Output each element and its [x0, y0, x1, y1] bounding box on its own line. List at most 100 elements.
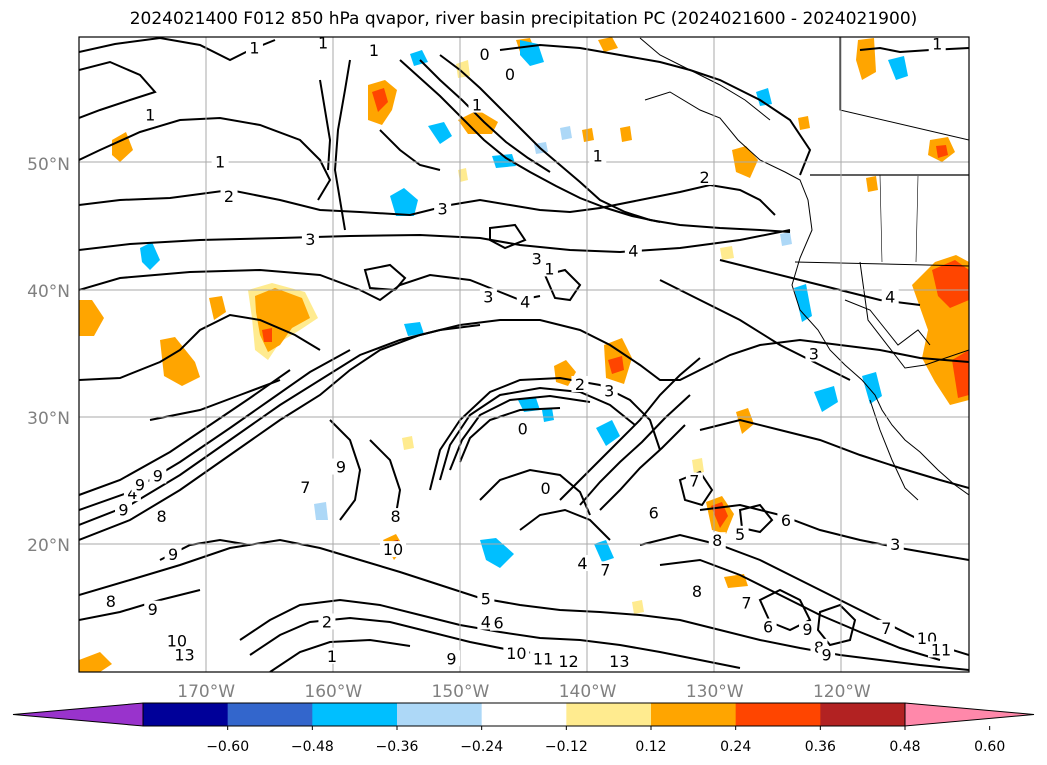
contour-label: 1 — [249, 38, 259, 57]
contour-label: 3 — [305, 230, 315, 249]
colorbar-swatch — [481, 703, 567, 726]
contour-label: 0 — [541, 479, 551, 498]
contour-label: 1 — [327, 647, 337, 666]
colorbar-extend-low — [12, 702, 144, 727]
contour-label-bg — [501, 66, 519, 83]
contour-label-bg — [881, 288, 899, 305]
contour-label-bg — [301, 231, 319, 248]
contour-label-bg — [387, 508, 405, 525]
contour-label-bg — [555, 652, 582, 669]
contour-label-bg — [645, 504, 663, 521]
contour-label: 1 — [215, 153, 225, 172]
lat-tick-label: 20°N — [27, 536, 70, 556]
contour-label: 7 — [600, 560, 610, 579]
colorbar-swatch — [397, 703, 483, 726]
contour-label-bg — [102, 593, 120, 610]
contour-label: 13 — [609, 652, 629, 671]
lon-tick-label: 160°W — [304, 682, 362, 702]
contour-label-bg — [318, 613, 336, 630]
contour-label: 9 — [822, 645, 832, 664]
contour-label-bg — [163, 632, 190, 649]
contour-label: 2 — [699, 168, 709, 187]
contour-label-bg — [477, 590, 495, 607]
lat-tick-label: 30°N — [27, 409, 70, 429]
contour-label: 10 — [383, 540, 403, 559]
contour-label-bg — [530, 650, 557, 667]
colorbar-tick-label: −0.12 — [545, 739, 588, 755]
contour-label-bg — [688, 582, 706, 599]
colorbar-swatch — [820, 703, 906, 726]
colorbar-swatch — [735, 703, 821, 726]
contour-label: 6 — [649, 503, 659, 522]
contour-label-bg — [149, 467, 167, 484]
contour-label: 7 — [300, 478, 310, 497]
contour-label-bg — [490, 614, 508, 631]
contour-label-bg — [323, 647, 341, 664]
contour-label: 11 — [931, 640, 951, 659]
contour-label-bg — [144, 600, 162, 617]
contour-label: 1 — [145, 106, 155, 125]
contour-label: 1 — [593, 146, 603, 165]
colorbar-swatch — [312, 703, 398, 726]
contour-label-bg — [731, 525, 749, 542]
contour-label: 4 — [520, 292, 530, 311]
contour-label: 8 — [390, 507, 400, 526]
contour-label-bg — [443, 650, 461, 667]
contour-label: 9 — [336, 458, 346, 477]
contour-label-bg — [380, 541, 407, 558]
contour-label: 6 — [763, 618, 773, 637]
contour-label: 9 — [148, 600, 158, 619]
contour-label-bg — [624, 242, 642, 259]
lon-tick-label: 120°W — [813, 682, 871, 702]
contour-label-bg — [211, 153, 229, 170]
contour-label-bg — [296, 478, 314, 495]
contour-label: 9 — [168, 545, 178, 564]
contour-label: 1 — [318, 33, 328, 52]
contour-label: 1 — [932, 35, 942, 54]
contour-label-bg — [596, 561, 614, 578]
graticule-layer — [79, 37, 969, 672]
colorbar-extend-high — [904, 702, 1035, 727]
contour-label: 1 — [472, 96, 482, 115]
contour-label-bg — [434, 200, 452, 217]
contour-label-bg — [571, 375, 589, 392]
contour-label-bg — [600, 382, 618, 399]
contour-layer — [79, 37, 969, 672]
contour-label-bg — [131, 476, 149, 493]
colorbar-tick-labels: −0.60 −0.48 −0.36 −0.24 −0.12 0.12 0.24 0.36 0.4… — [206, 726, 1005, 755]
contour-label-bg — [589, 147, 607, 164]
contour-label: 5 — [481, 590, 491, 609]
contour-label-bg — [141, 106, 159, 123]
contour-label-bg — [537, 480, 555, 497]
contour-label: 7 — [741, 593, 751, 612]
contour-label: 0 — [518, 419, 528, 438]
contour-label-bg — [928, 641, 955, 658]
colorbar-tick-label: −0.60 — [206, 739, 249, 755]
contour-label-bg — [685, 472, 703, 489]
contour-label: 1 — [544, 259, 554, 278]
contour-label: 4 — [481, 612, 491, 631]
contour-label-bg — [245, 39, 263, 56]
contour-label: 8 — [157, 507, 167, 526]
colorbar-tick-label: 0.36 — [805, 739, 836, 755]
contour-label-bg — [528, 250, 546, 267]
contour-label: 8 — [692, 582, 702, 601]
contour-label: 9 — [118, 501, 128, 520]
contour-label: 4 — [628, 242, 638, 261]
colorbar-tick-label: 0.24 — [720, 739, 751, 755]
contour-label: 2 — [322, 612, 332, 631]
colorbar-swatch — [143, 703, 229, 726]
contour-label-bg — [468, 96, 486, 113]
contour-label-bg — [805, 345, 823, 362]
contour-label: 6 — [781, 511, 791, 530]
map-title: 2024021400 F012 850 hPa qvapor, river ba… — [129, 9, 918, 29]
contour-label: 3 — [890, 535, 900, 554]
contour-label: 9 — [802, 620, 812, 639]
contour-label-bg — [886, 536, 904, 552]
contour-label: 3 — [809, 345, 819, 364]
contour-label: 2 — [224, 187, 234, 206]
contour-label-bg — [928, 37, 946, 52]
colorbar-swatch — [566, 703, 652, 726]
